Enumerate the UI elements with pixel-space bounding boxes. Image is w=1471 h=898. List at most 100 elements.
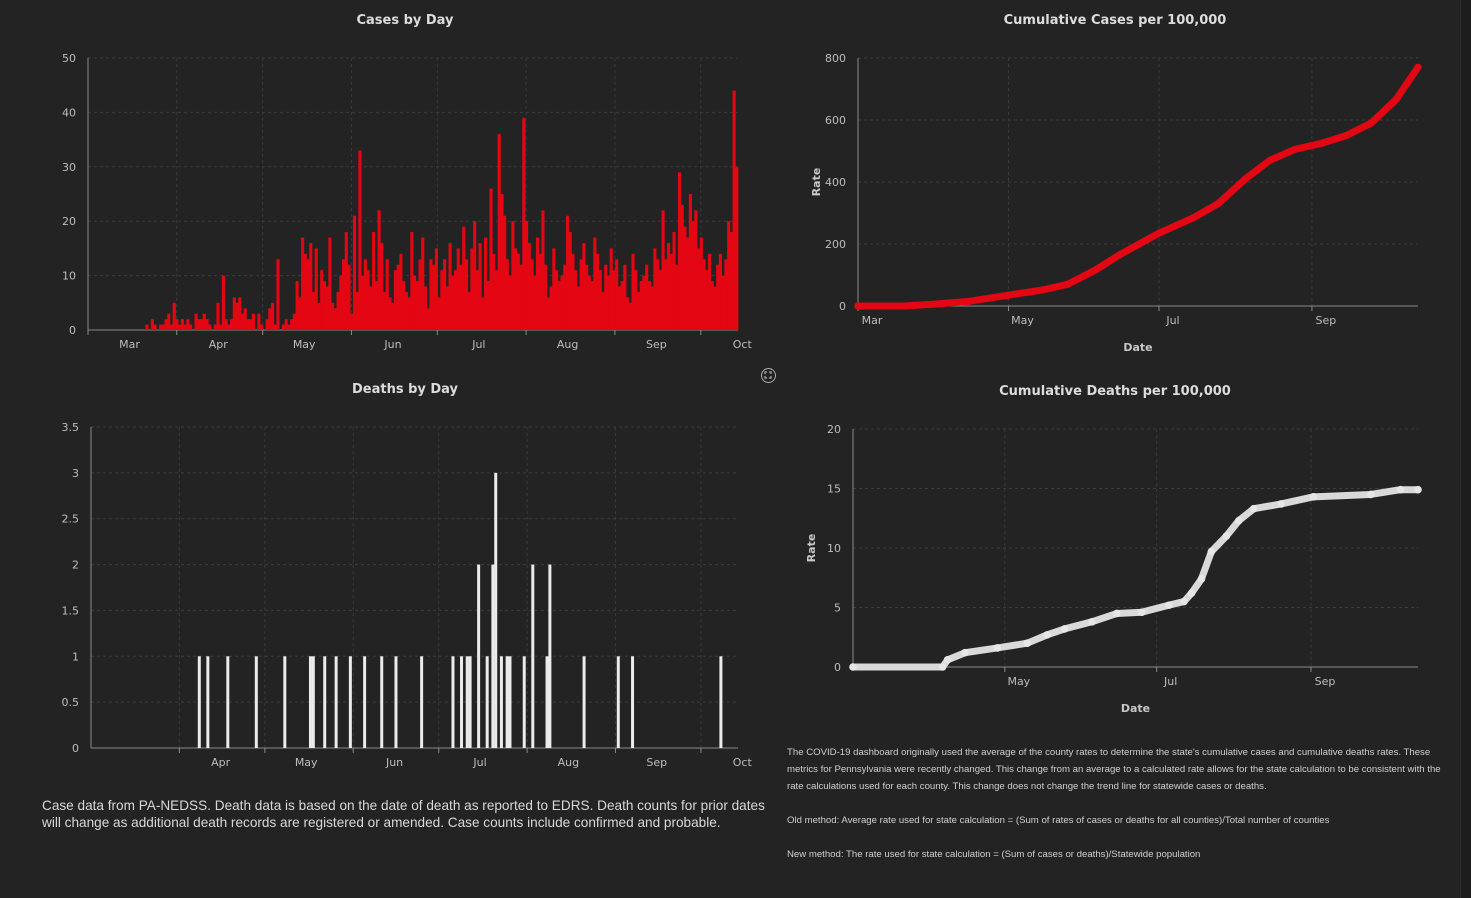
case-bar xyxy=(563,264,567,330)
cases-point xyxy=(1342,131,1351,140)
deaths-point xyxy=(1165,601,1173,609)
case-bar xyxy=(656,259,660,330)
case-bar xyxy=(429,259,433,330)
case-bar xyxy=(448,242,452,330)
cumulative-cases-panel: Cumulative Cases per 100,000 0 200 400 600 8… xyxy=(760,0,1460,360)
x-tick-label: Sep xyxy=(1315,675,1336,688)
case-bar xyxy=(486,281,490,330)
case-bar xyxy=(402,281,406,330)
x-tick-label: Jul xyxy=(1165,314,1179,327)
death-bar xyxy=(308,656,312,748)
cases-by-day-panel: Cases by Day 0 10 20 30 40 50 Mar Apr May Jun Jul A… xyxy=(0,0,760,360)
death-bar xyxy=(485,656,489,748)
case-bar xyxy=(451,275,455,330)
death-bar xyxy=(491,564,495,748)
case-bar xyxy=(661,210,665,330)
case-bar xyxy=(590,281,594,330)
case-bar xyxy=(350,313,354,330)
y-tick-label: 10 xyxy=(62,270,76,283)
expand-icon[interactable] xyxy=(761,368,776,383)
x-tick-label: May xyxy=(1011,314,1034,327)
death-bar xyxy=(719,656,723,748)
case-bar xyxy=(344,232,348,330)
case-bar xyxy=(541,210,545,330)
case-bar xyxy=(516,253,520,330)
case-bar xyxy=(202,313,206,330)
case-bar xyxy=(260,324,264,330)
case-bar xyxy=(208,324,212,330)
cases-point xyxy=(1392,96,1400,104)
case-bar xyxy=(459,264,463,330)
deaths-point xyxy=(1137,608,1146,617)
death-bar xyxy=(460,656,464,748)
case-bar xyxy=(298,297,302,330)
case-bar xyxy=(639,281,643,330)
case-bar xyxy=(257,313,261,330)
chart-title: Cumulative Deaths per 100,000 xyxy=(999,384,1231,399)
y-tick-label: 200 xyxy=(825,238,846,251)
y-tick-label: 20 xyxy=(62,215,76,228)
x-tick-label: May xyxy=(1007,675,1030,688)
case-bar xyxy=(582,242,586,330)
case-bar xyxy=(628,302,632,330)
x-tick-label: Sep xyxy=(646,338,667,351)
cases-point xyxy=(1091,266,1099,274)
cumulative-cases-chart: 0 200 400 600 800 Mar May Jul Sep Date Rate xyxy=(810,52,1422,354)
case-bar xyxy=(404,291,408,330)
case-bar xyxy=(426,308,430,330)
case-bar xyxy=(713,286,717,330)
case-bar xyxy=(216,302,220,330)
death-bar xyxy=(420,656,424,748)
case-bar xyxy=(560,275,564,330)
case-bar xyxy=(604,264,608,330)
case-bar xyxy=(508,275,512,330)
deaths-point xyxy=(1222,532,1231,540)
y-tick-label: 2.5 xyxy=(62,513,80,526)
cases-point xyxy=(901,302,909,310)
case-bar xyxy=(544,264,548,330)
case-bar xyxy=(290,319,294,330)
cumulative-deaths-chart: 0 5 10 15 20 May Jul Sep Date Rate xyxy=(805,423,1422,715)
case-bar xyxy=(729,232,733,330)
case-bar xyxy=(380,242,384,330)
death-bar xyxy=(477,564,481,748)
case-bar xyxy=(555,270,559,330)
case-bar xyxy=(511,221,515,330)
case-bar xyxy=(153,324,157,330)
case-bar xyxy=(341,259,346,330)
case-bar xyxy=(331,302,335,330)
case-bar xyxy=(710,281,714,330)
case-bar xyxy=(497,134,501,330)
deaths-point xyxy=(1060,625,1069,633)
death-bar xyxy=(531,564,535,748)
case-bar xyxy=(301,237,305,330)
case-bar xyxy=(178,324,182,330)
case-bar xyxy=(565,215,570,330)
scrollbar[interactable] xyxy=(1460,0,1471,898)
y-tick-label: 0 xyxy=(69,324,76,337)
case-bar xyxy=(664,259,668,330)
case-bar xyxy=(683,226,687,330)
case-bar xyxy=(579,259,583,330)
deaths-point xyxy=(1207,547,1216,556)
x-tick-label: Jul xyxy=(472,756,486,769)
case-bar xyxy=(385,259,389,330)
case-bar xyxy=(292,313,296,330)
cases-point xyxy=(854,302,862,310)
deaths-point xyxy=(1396,485,1405,494)
y-tick-label: 3 xyxy=(72,467,79,480)
case-bar xyxy=(576,286,580,330)
case-bar xyxy=(549,286,553,330)
y-axis-label: Rate xyxy=(805,534,818,563)
x-axis-label: Date xyxy=(1123,341,1152,354)
case-bar xyxy=(265,319,269,330)
death-bar xyxy=(311,656,315,748)
deaths-point xyxy=(1197,575,1206,583)
deaths-point xyxy=(938,663,947,671)
case-bar xyxy=(727,221,731,330)
y-tick-label: 0.5 xyxy=(62,696,80,709)
cases-point xyxy=(1155,229,1163,237)
case-bar xyxy=(735,166,739,330)
case-bar xyxy=(276,259,280,330)
case-bar xyxy=(396,264,400,330)
